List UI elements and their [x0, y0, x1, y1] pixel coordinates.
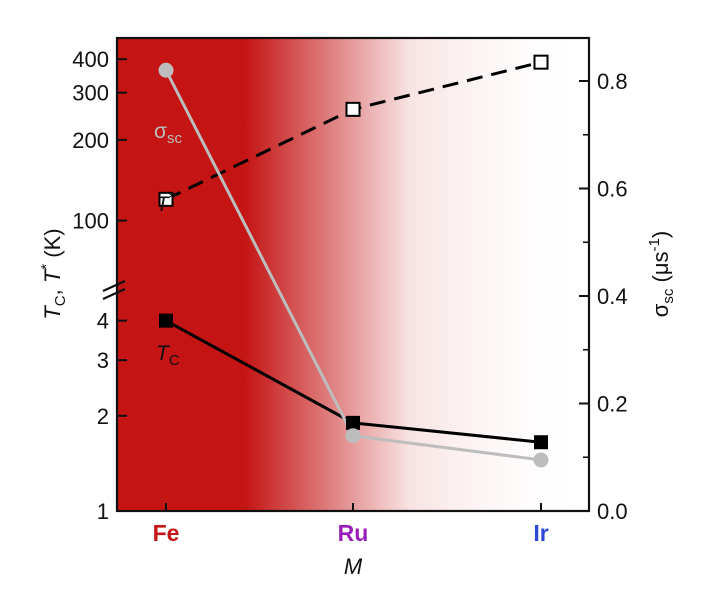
left-tick-label: 1 [97, 499, 109, 524]
series-markers [158, 54, 549, 468]
category-label-fe: Fe [153, 520, 180, 546]
x-axis-title: M [344, 554, 363, 579]
axis-break-mark [102, 287, 126, 301]
axes: 1 2 3 4 100 200 300 400 0.0 0.2 0.4 0.6 0.8 [72, 47, 627, 524]
right-axis-title: σsc (μs-1) [646, 231, 677, 317]
series-label-tc: TC [156, 342, 180, 369]
left-tick-label: 200 [72, 128, 109, 153]
data-point [158, 62, 174, 78]
left-tick-label: 2 [97, 404, 109, 429]
data-point [533, 452, 549, 468]
right-tick-label: 0.0 [597, 499, 628, 524]
right-tick-label: 0.6 [597, 177, 628, 202]
left-tick-label: 4 [97, 309, 109, 334]
right-tick-label: 0.8 [597, 69, 628, 94]
right-tick-label: 0.2 [597, 392, 628, 417]
axis-break-mark [102, 279, 126, 293]
data-point [346, 415, 360, 430]
category-label-ru: Ru [338, 520, 369, 546]
series-label-tstar: T* [156, 189, 175, 216]
left-tick-label: 300 [72, 81, 109, 106]
data-point [159, 313, 173, 328]
data-point [533, 54, 549, 70]
left-tick-label: 400 [72, 47, 109, 72]
data-point [345, 428, 361, 444]
left-tick-label: 3 [97, 348, 109, 373]
left-tick-label: 100 [72, 209, 109, 234]
right-tick-label: 0.4 [597, 284, 628, 309]
left-axis-title: TC, T* (K) [38, 228, 69, 319]
data-point [534, 435, 548, 450]
data-point [345, 101, 361, 117]
series-label-sigma: σsc [154, 120, 182, 147]
data-point [158, 191, 174, 207]
category-label-ir: Ir [533, 520, 548, 546]
